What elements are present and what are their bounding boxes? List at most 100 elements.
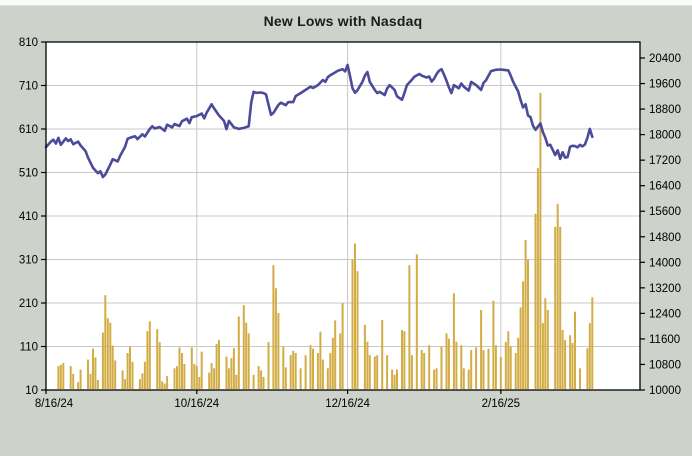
- new-lows-bar: [321, 359, 324, 389]
- new-lows-bar: [284, 367, 287, 389]
- right-tick-label: 10000: [649, 385, 681, 397]
- new-lows-bar: [368, 355, 371, 389]
- new-lows-bar: [514, 353, 517, 389]
- x-axis-dates: 8/16/24 10/16/24 12/16/24 2/16/25: [35, 390, 520, 410]
- left-tick-label: 110: [20, 342, 38, 354]
- new-lows-bar: [198, 376, 201, 389]
- window-top-strip: [0, 0, 692, 6]
- new-lows-bar: [247, 333, 250, 389]
- right-tick-label: 12400: [649, 308, 681, 320]
- new-lows-bar: [381, 320, 384, 389]
- new-lows-bar: [319, 331, 322, 389]
- new-lows-bar: [114, 360, 117, 389]
- new-lows-bar: [289, 355, 292, 389]
- new-lows-bar: [148, 321, 151, 389]
- new-lows-bar: [69, 366, 72, 389]
- new-lows-bar: [499, 356, 502, 389]
- new-lows-bar: [339, 333, 342, 389]
- left-tick-label: 610: [19, 124, 38, 136]
- new-lows-bar: [396, 369, 398, 389]
- new-lows-bar: [408, 265, 411, 389]
- left-tick-label: 310: [19, 255, 38, 267]
- new-lows-bar: [183, 363, 186, 389]
- new-lows-bar: [101, 332, 104, 389]
- new-lows-bar: [363, 324, 366, 390]
- new-lows-bar: [586, 348, 589, 389]
- new-lows-bar: [494, 345, 497, 389]
- left-tick-label: 10: [25, 385, 38, 397]
- new-lows-bar: [215, 343, 218, 389]
- new-lows-bar: [267, 342, 270, 389]
- new-lows-bar: [492, 300, 495, 389]
- new-lows-bar: [435, 368, 438, 390]
- new-lows-bar: [195, 366, 198, 389]
- new-lows-bar: [455, 341, 458, 389]
- new-lows-bar: [274, 288, 277, 389]
- new-lows-bar: [356, 271, 359, 389]
- new-lows-bar: [401, 330, 403, 389]
- new-lows-bar: [146, 331, 149, 389]
- new-lows-bar: [433, 369, 436, 389]
- right-tick-label: 20400: [649, 53, 681, 65]
- new-lows-bar: [190, 347, 193, 389]
- x-tick-label: 12/16/24: [325, 398, 370, 410]
- new-lows-bar: [527, 259, 529, 389]
- new-lows-bar: [460, 345, 463, 389]
- new-lows-bars-series: [57, 92, 594, 390]
- left-tick-label: 710: [19, 81, 38, 93]
- new-lows-bar: [331, 337, 334, 389]
- new-lows-bar: [96, 380, 99, 389]
- new-lows-bar: [218, 340, 220, 389]
- new-lows-bar: [524, 239, 527, 389]
- right-tick-label: 17200: [649, 155, 681, 167]
- new-lows-bar: [546, 310, 549, 389]
- new-lows-bar: [420, 350, 423, 389]
- new-lows-bar: [415, 254, 418, 389]
- new-lows-bar: [536, 168, 539, 389]
- new-lows-bar: [517, 337, 520, 389]
- new-lows-bar: [475, 347, 478, 389]
- new-lows-bar: [143, 361, 146, 389]
- right-tick-label: 19600: [649, 79, 681, 91]
- new-lows-bar: [272, 265, 275, 389]
- new-lows-bar: [294, 353, 297, 389]
- new-lows-bar: [126, 353, 129, 389]
- new-lows-bar: [87, 359, 89, 389]
- new-lows-bar: [141, 373, 144, 389]
- new-lows-bar: [391, 369, 394, 389]
- new-lows-bar: [124, 379, 127, 389]
- new-lows-bar: [428, 345, 431, 389]
- new-lows-bar: [109, 322, 112, 389]
- new-lows-bar: [158, 342, 161, 389]
- new-lows-bar: [163, 383, 166, 389]
- left-tick-label: 410: [19, 211, 38, 223]
- new-lows-bar: [329, 353, 332, 389]
- new-lows-bar: [544, 298, 547, 389]
- new-lows-bar: [304, 355, 307, 389]
- new-lows-bar: [569, 335, 572, 389]
- new-lows-bar: [579, 368, 581, 390]
- new-lows-bar: [480, 310, 483, 389]
- new-lows-bar: [242, 305, 245, 389]
- new-lows-bar: [237, 316, 240, 389]
- new-lows-bar: [561, 330, 564, 389]
- right-tick-label: 14800: [649, 232, 681, 244]
- new-lows-bar: [111, 345, 114, 389]
- new-lows-bar: [200, 351, 203, 389]
- right-tick-label: 13200: [649, 283, 681, 295]
- new-lows-bar: [292, 350, 295, 389]
- right-tick-label: 16400: [649, 181, 681, 193]
- new-lows-bar: [571, 343, 574, 389]
- new-lows-bar: [539, 92, 542, 390]
- new-lows-bar: [482, 350, 485, 389]
- new-lows-bar: [166, 376, 169, 389]
- new-lows-bar: [210, 363, 213, 389]
- new-lows-bar: [230, 358, 233, 389]
- new-lows-bar: [326, 368, 329, 390]
- new-lows-bar: [519, 307, 522, 389]
- new-lows-bar: [591, 297, 594, 389]
- new-lows-bar: [176, 366, 178, 389]
- new-lows-bar: [252, 374, 255, 389]
